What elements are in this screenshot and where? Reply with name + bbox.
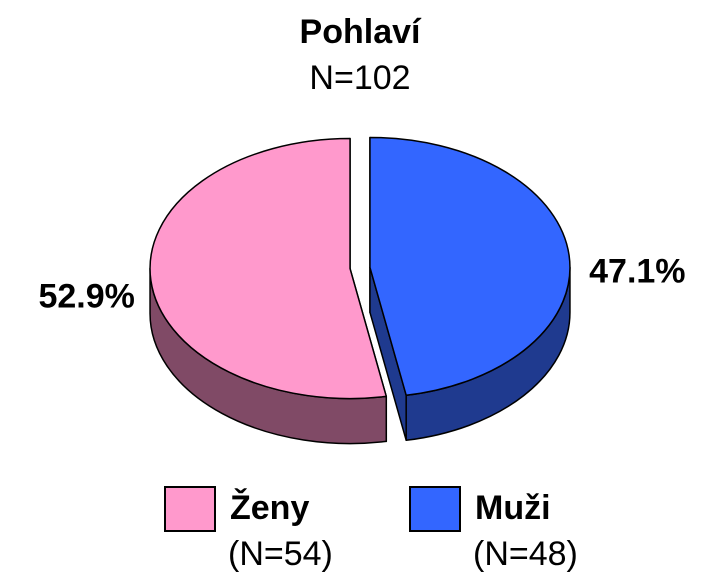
legend-label: Ženy [230,489,309,527]
data-label: 47.1% [589,253,685,291]
chart-title: Pohlaví [300,13,422,51]
slice [149,137,388,400]
legend-note: (N=54) [228,535,333,573]
legend-swatch [164,486,216,532]
chart-subtitle: N=102 [309,59,410,97]
legend-note: (N=48) [473,535,578,573]
slice [369,136,571,397]
data-label: 52.9% [38,277,134,315]
legend-label: Muži [475,489,551,527]
legend-swatch [409,486,461,532]
slice-tops [149,136,571,400]
